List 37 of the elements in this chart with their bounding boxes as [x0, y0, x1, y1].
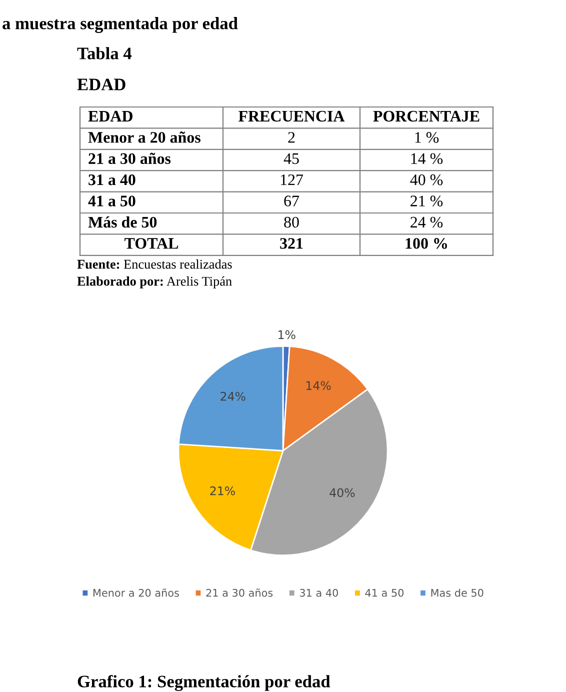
text: 31 a 40 — [88, 174, 136, 186]
text: 80 — [284, 216, 299, 228]
text: 127 — [280, 174, 304, 186]
data-label: 24% — [220, 392, 246, 401]
text: EDAD — [88, 110, 132, 122]
text: 45 — [284, 153, 299, 164]
text: Tabla 4 — [77, 47, 132, 60]
legend-label: 41 a 50 — [365, 588, 404, 597]
text: a muestra segmentada por edad — [2, 17, 238, 33]
legend-label: Mas de 50 — [431, 588, 484, 597]
text: FRECUENCIA — [238, 110, 345, 122]
text: PORCENTAJE — [373, 110, 480, 122]
text: 67 — [284, 196, 300, 206]
data-label: 21% — [210, 486, 235, 496]
text: Grafico 1: Segmentación por edad — [78, 674, 330, 692]
text: Menor a 20 años — [88, 132, 200, 143]
text: 40 % — [410, 174, 443, 186]
text: 21 a 30 años — [88, 152, 171, 164]
data-label: 1% — [278, 330, 296, 340]
text: 21 % — [410, 196, 443, 206]
data-label: 40% — [330, 488, 355, 498]
text: 41 a 50 — [88, 196, 136, 206]
source-note: Fuente: Encuestas realizadas — [77, 259, 232, 269]
text: 100 % — [406, 238, 447, 249]
text: 24 % — [410, 216, 443, 228]
legend-label: Menor a 20 años — [93, 588, 179, 597]
legend-label: 21 a 30 años — [206, 588, 273, 597]
text: 14 % — [411, 153, 443, 164]
legend-label: 31 a 40 — [300, 588, 338, 597]
text: TOTAL — [124, 238, 178, 249]
text: Más de 50 — [88, 216, 157, 228]
text: EDAD — [77, 78, 126, 90]
text: Elaborado por: Arelis Tipán — [77, 276, 232, 288]
text: 321 — [280, 238, 303, 249]
text: 1 % — [415, 132, 439, 143]
data-label: 14% — [306, 381, 331, 390]
text: 2 — [288, 132, 295, 143]
